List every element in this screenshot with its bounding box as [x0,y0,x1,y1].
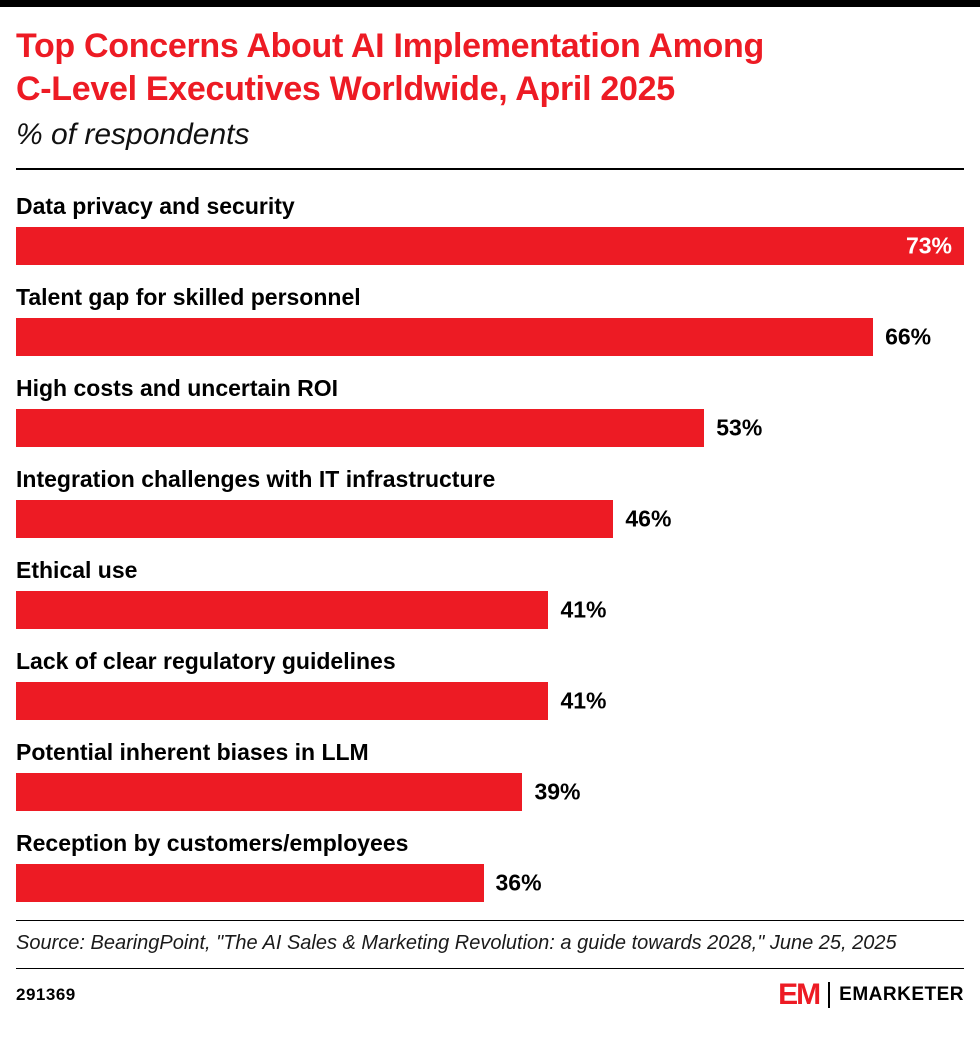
top-black-bar [0,0,980,7]
bar: 53% [16,408,762,447]
source-divider [16,919,964,921]
bar-row: Integration challenges with IT infrastru… [16,465,964,538]
bar-chart: Data privacy and security 73% Talent gap… [16,192,964,902]
footer: 291369 EM EMARKETER [16,969,964,1010]
report-id: 291369 [16,984,76,1004]
source-note: Source: BearingPoint, "The AI Sales & Ma… [16,931,897,954]
bar: 73% [16,226,964,265]
logo-divider [828,981,831,1008]
value-label: 41% [560,687,607,714]
bar-track: 73% [16,226,964,265]
bar: 66% [16,317,931,356]
value-label: 53% [716,414,763,441]
emarketer-logo-mark-icon: EM [778,977,821,1011]
value-label: 66% [885,323,932,350]
bar: 39% [16,772,581,811]
bar-track: 39% [16,772,964,811]
bar-track: 66% [16,317,964,356]
category-label: Talent gap for skilled personnel [16,283,361,310]
category-label: Data privacy and security [16,192,295,219]
value-label: 73% [905,232,952,259]
bar-row: Data privacy and security 73% [16,192,964,265]
emarketer-logo: EM EMARKETER [778,977,964,1011]
header-divider [16,167,964,170]
value-label: 36% [495,869,542,896]
category-label: High costs and uncertain ROI [16,374,339,401]
emarketer-wordmark: EMARKETER [839,983,964,1005]
bar-track: 41% [16,681,964,720]
bar-track: 46% [16,499,964,538]
bar: 36% [16,863,542,902]
category-label: Potential inherent biases in LLM [16,738,369,765]
category-label: Ethical use [16,556,138,583]
bar-track: 41% [16,590,964,629]
bar-row: Talent gap for skilled personnel 66% [16,283,964,356]
category-label: Lack of clear regulatory guidelines [16,647,396,674]
chart-title-line-1: Top Concerns About AI Implementation Amo… [16,27,764,65]
value-label: 39% [534,778,581,805]
footer-divider [16,967,964,969]
bar-row: Lack of clear regulatory guidelines 41% [16,647,964,720]
chart-title-line-2: C-Level Executives Worldwide, April 2025 [16,69,675,108]
bar-row: Reception by customers/employees 36% [16,829,964,902]
bar-row: High costs and uncertain ROI 53% [16,374,964,447]
bar-row: Ethical use 41% [16,556,964,629]
chart-title: Top Concerns About AI Implementation Amo… [16,25,964,111]
bar-row: Potential inherent biases in LLM 39% [16,738,964,811]
category-label: Reception by customers/employees [16,829,409,856]
category-label: Integration challenges with IT infrastru… [16,465,496,492]
bar: 46% [16,499,671,538]
chart-subtitle: % of respondents [16,117,250,151]
value-label: 46% [625,505,672,532]
bar: 41% [16,590,606,629]
value-label: 41% [560,596,607,623]
bar-track: 53% [16,408,964,447]
bar-track: 36% [16,863,964,902]
bar: 41% [16,681,606,720]
